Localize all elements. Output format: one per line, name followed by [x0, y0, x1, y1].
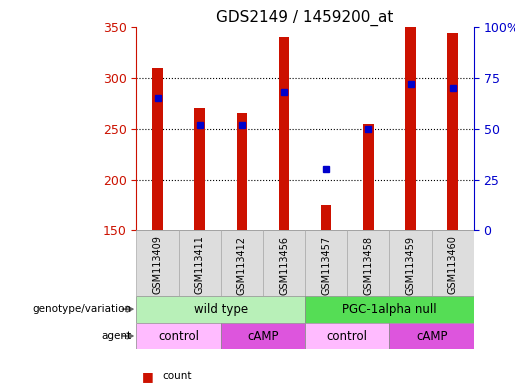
Bar [448, 33, 458, 230]
Text: ■: ■ [142, 370, 153, 383]
Bar [263, 230, 305, 296]
Bar [389, 230, 432, 296]
Text: agent: agent [101, 331, 131, 341]
Text: count: count [162, 371, 192, 381]
Bar [389, 323, 474, 349]
Text: cAMP: cAMP [416, 329, 448, 343]
Bar [321, 205, 332, 230]
Text: GSM113412: GSM113412 [237, 236, 247, 295]
Bar [305, 230, 347, 296]
Bar [236, 113, 247, 230]
Text: PGC-1alpha null: PGC-1alpha null [342, 303, 437, 316]
Text: control: control [327, 329, 368, 343]
Bar [279, 37, 289, 230]
Bar [305, 296, 474, 323]
Text: control: control [158, 329, 199, 343]
Bar [347, 230, 389, 296]
Bar [136, 296, 305, 323]
Bar [179, 230, 221, 296]
Bar [221, 323, 305, 349]
Text: genotype/variation: genotype/variation [32, 304, 131, 314]
Text: GSM113460: GSM113460 [448, 236, 458, 295]
Text: GSM113411: GSM113411 [195, 236, 205, 295]
Text: cAMP: cAMP [247, 329, 279, 343]
Bar [152, 68, 163, 230]
Text: GSM113409: GSM113409 [152, 236, 163, 295]
Bar [195, 108, 205, 230]
Bar [221, 230, 263, 296]
Bar [363, 124, 374, 230]
Text: GSM113457: GSM113457 [321, 236, 331, 295]
Text: wild type: wild type [194, 303, 248, 316]
Text: GSM113456: GSM113456 [279, 236, 289, 295]
Bar [432, 230, 474, 296]
Title: GDS2149 / 1459200_at: GDS2149 / 1459200_at [216, 9, 394, 25]
Text: GSM113459: GSM113459 [405, 236, 416, 295]
Bar [136, 230, 179, 296]
Bar [305, 323, 389, 349]
Bar [136, 323, 221, 349]
Text: GSM113458: GSM113458 [364, 236, 373, 295]
Bar [405, 27, 416, 230]
